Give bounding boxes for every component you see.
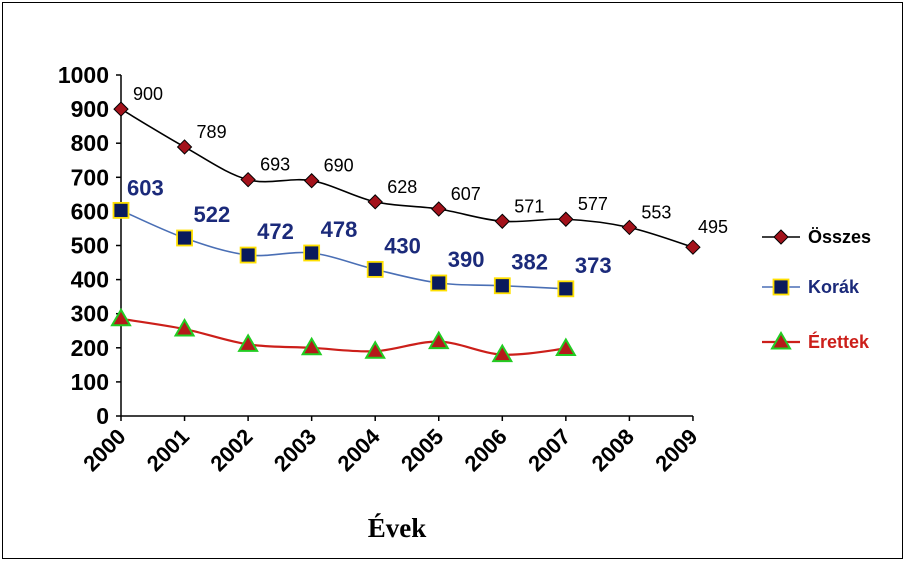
data-label-osszes: 553 (641, 202, 671, 222)
data-point-osszes (368, 195, 382, 209)
data-label-osszes: 690 (324, 156, 354, 176)
data-point-osszes (622, 220, 636, 234)
data-point-korak (368, 262, 383, 277)
data-label-korak: 390 (448, 247, 485, 272)
data-label-korak: 478 (321, 217, 358, 242)
y-tick-label: 300 (71, 301, 109, 327)
data-label-korak: 382 (511, 250, 548, 275)
data-point-korak (495, 278, 510, 293)
x-tick-label: 2009 (650, 424, 702, 476)
x-tick-label: 2004 (332, 423, 385, 476)
y-tick-label: 1000 (58, 62, 109, 88)
legend-label-erettek: Érettek (808, 331, 870, 352)
y-tick-label: 600 (71, 198, 109, 224)
legend-label-osszes: Összes (808, 227, 871, 247)
data-label-osszes: 693 (260, 155, 290, 175)
data-label-korak: 430 (384, 233, 421, 258)
x-tick-label: 2006 (460, 424, 512, 476)
data-point-korak (304, 246, 319, 261)
data-label-osszes: 607 (451, 184, 481, 204)
x-tick-label: 2001 (142, 424, 194, 476)
y-tick-label: 900 (71, 96, 109, 122)
legend-marker-erettek (772, 333, 790, 348)
data-label-osszes: 495 (698, 217, 728, 237)
data-label-korak: 603 (127, 175, 164, 200)
data-point-erettek (112, 310, 130, 325)
data-label-osszes: 900 (133, 84, 163, 104)
x-axis-title: Évek (368, 513, 427, 543)
data-label-osszes: 628 (387, 177, 417, 197)
legend-label-korak: Korák (808, 277, 860, 297)
data-point-osszes (178, 140, 192, 154)
data-point-korak (431, 276, 446, 291)
x-tick-label: 2002 (205, 424, 257, 476)
legend-marker-osszes (774, 230, 788, 244)
data-point-korak (241, 248, 256, 263)
x-tick-label: 2008 (587, 424, 639, 476)
data-point-erettek (557, 339, 575, 354)
data-label-korak: 472 (257, 219, 294, 244)
x-tick-label: 2007 (523, 424, 575, 476)
y-tick-label: 800 (71, 130, 109, 156)
data-label-korak: 522 (194, 202, 231, 227)
data-point-osszes (114, 102, 128, 116)
x-tick-label: 2003 (269, 424, 321, 476)
data-point-osszes (305, 174, 319, 188)
legend-marker-korak (774, 280, 789, 295)
y-tick-label: 100 (71, 369, 109, 395)
x-tick-label: 2000 (78, 424, 130, 476)
data-point-osszes (432, 202, 446, 216)
y-tick-label: 200 (71, 335, 109, 361)
x-tick-label: 2005 (396, 424, 448, 476)
data-point-korak (114, 203, 129, 218)
data-point-osszes (241, 173, 255, 187)
data-label-osszes: 577 (578, 194, 608, 214)
data-point-erettek (430, 333, 448, 348)
data-point-korak (558, 281, 573, 296)
y-tick-label: 500 (71, 233, 109, 259)
data-point-osszes (495, 214, 509, 228)
data-label-osszes: 789 (197, 122, 227, 142)
y-tick-label: 0 (96, 403, 109, 429)
data-point-osszes (686, 240, 700, 254)
y-tick-label: 700 (71, 164, 109, 190)
data-label-osszes: 571 (514, 196, 544, 216)
data-point-korak (177, 230, 192, 245)
data-label-korak: 373 (575, 253, 612, 278)
data-point-osszes (559, 212, 573, 226)
y-tick-label: 400 (71, 267, 109, 293)
